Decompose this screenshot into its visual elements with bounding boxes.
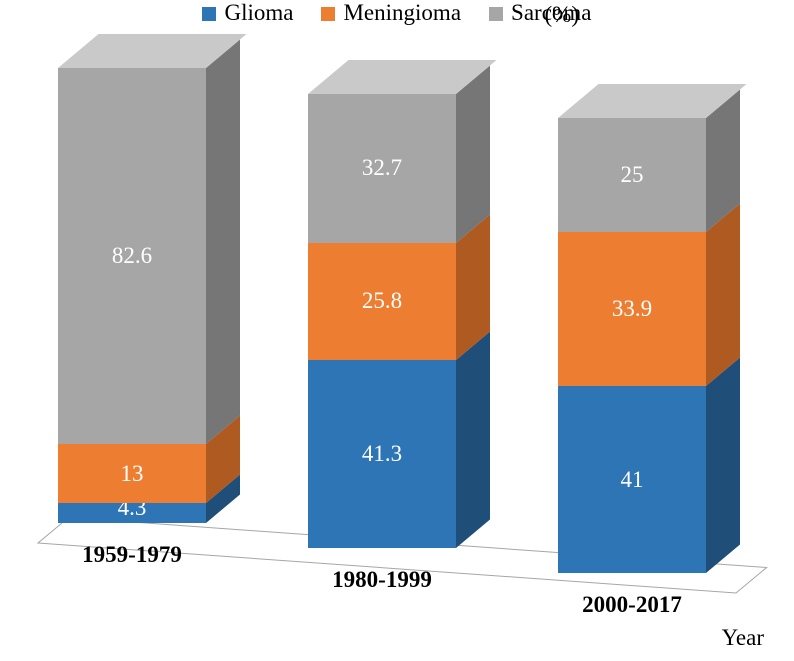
bar-segment: 41 <box>558 386 706 573</box>
bar-front-face <box>558 232 706 386</box>
bar-right-face <box>206 40 240 444</box>
legend-swatch <box>202 7 216 21</box>
plot-area: 4.31382.61959-197941.325.832.71980-19994… <box>30 45 750 585</box>
bar-segment: 13 <box>58 444 206 503</box>
x-axis-title: Year <box>722 625 764 651</box>
bar-right-face <box>456 332 490 548</box>
bar-right-face <box>706 358 740 573</box>
legend-swatch <box>489 7 503 21</box>
bar-front-face <box>558 386 706 573</box>
unit-label: (%) <box>545 2 579 28</box>
bar-front-face <box>308 360 456 548</box>
bar-segment: 25 <box>558 118 706 232</box>
bar-front-face <box>308 243 456 360</box>
bar-segment: 33.9 <box>558 232 706 386</box>
bar-segment: 4.3 <box>58 503 206 523</box>
bar-segment: 25.8 <box>308 243 456 360</box>
bar-front-face <box>308 94 456 243</box>
bar-front-face <box>58 503 206 523</box>
legend-swatch <box>321 7 335 21</box>
bar-segment: 82.6 <box>58 68 206 444</box>
bar-front-face <box>58 68 206 444</box>
category-label: 1980-1999 <box>282 567 482 593</box>
legend-label: Meningioma <box>343 0 461 25</box>
category-label: 1959-1979 <box>32 542 232 568</box>
legend-item: Glioma <box>202 0 293 26</box>
legend-item: Meningioma <box>321 0 461 26</box>
stacked-bar-3d-chart: GliomaMeningiomaSarcoma (%) 4.31382.6195… <box>0 0 794 661</box>
bar-right-face <box>706 204 740 387</box>
legend-label: Glioma <box>224 0 293 25</box>
bar-front-face <box>558 118 706 232</box>
category-label: 2000-2017 <box>532 592 732 618</box>
bar-segment: 41.3 <box>308 360 456 548</box>
legend: GliomaMeningiomaSarcoma <box>0 0 794 26</box>
bar-front-face <box>58 444 206 503</box>
bar-right-face <box>456 65 490 242</box>
bar-segment: 32.7 <box>308 94 456 243</box>
